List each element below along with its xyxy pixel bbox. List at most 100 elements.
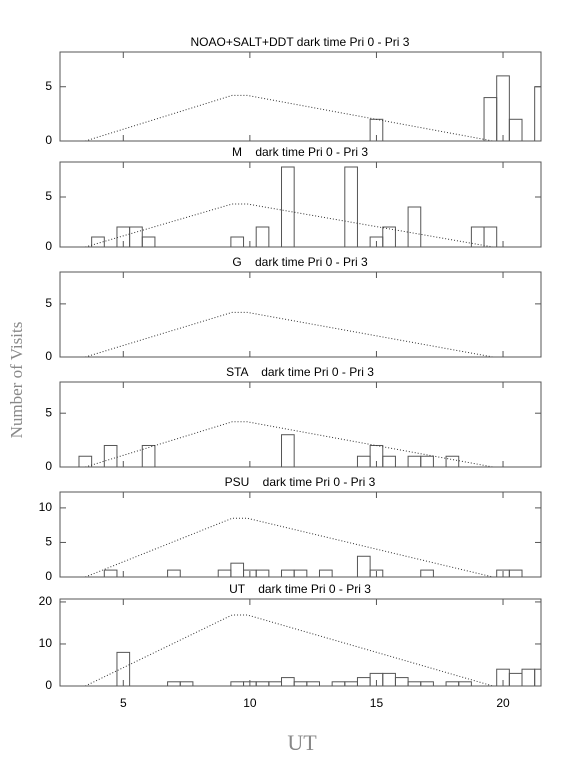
y-tick-label: 0 xyxy=(45,133,52,147)
histogram-bar xyxy=(407,455,422,467)
histogram-bar xyxy=(331,681,346,686)
y-tick-label: 5 xyxy=(45,535,52,549)
panel xyxy=(85,614,541,686)
histogram-bar xyxy=(230,562,245,577)
y-tick-label: 20 xyxy=(39,594,53,608)
panel-title: NOAO+SALT+DDT dark time Pri 0 - Pri 3 xyxy=(191,35,410,49)
histogram-bar xyxy=(116,651,131,686)
histogram-bar xyxy=(281,569,295,577)
y-tick-label: 5 xyxy=(45,79,52,93)
panel-title: M dark time Pri 0 - Pri 3 xyxy=(232,145,368,159)
histogram-bar xyxy=(129,226,143,247)
panel-title: UT dark time Pri 0 - Pri 3 xyxy=(229,582,371,596)
y-tick-label: 0 xyxy=(45,569,52,583)
histogram-bar xyxy=(103,444,118,467)
histogram-bar xyxy=(344,166,358,247)
histogram-bar xyxy=(217,569,232,577)
panel xyxy=(85,311,493,357)
histogram-bar xyxy=(281,434,295,467)
histogram-bar xyxy=(407,206,422,247)
panel xyxy=(85,75,541,141)
histogram-bar xyxy=(508,672,523,686)
histogram-bar xyxy=(91,236,105,247)
y-tick-label: 0 xyxy=(45,239,52,253)
plot-frame xyxy=(59,598,542,687)
y-tick-label: 0 xyxy=(45,349,52,363)
plot-frame xyxy=(59,381,542,468)
x-tick-label: 5 xyxy=(120,696,127,710)
y-tick-label: 0 xyxy=(45,678,52,692)
dotted-line xyxy=(85,203,493,247)
x-tick-label: 10 xyxy=(243,696,257,710)
histogram-bar xyxy=(306,681,320,686)
dotted-line xyxy=(85,94,493,141)
panel xyxy=(85,517,523,577)
histogram-bar xyxy=(255,226,270,247)
histogram-bar xyxy=(382,455,396,467)
histogram-bar xyxy=(458,681,472,686)
dotted-line xyxy=(85,614,494,686)
plot-frame xyxy=(59,271,542,358)
histogram-bar xyxy=(78,455,93,467)
histogram-bar xyxy=(420,681,434,686)
histogram-bar xyxy=(356,555,371,577)
y-tick-label: 0 xyxy=(45,459,52,473)
histogram-bar xyxy=(420,569,434,577)
panel-title: G dark time Pri 0 - Pri 3 xyxy=(232,255,368,269)
panel xyxy=(78,421,493,467)
histogram-bar xyxy=(382,672,396,686)
histogram-bar xyxy=(356,677,371,686)
panel-title: PSU dark time Pri 0 - Pri 3 xyxy=(225,475,376,489)
x-axis-label: UT xyxy=(287,730,317,755)
histogram-bar xyxy=(318,569,333,577)
y-tick-label: 5 xyxy=(45,189,52,203)
histogram-bar xyxy=(483,97,498,141)
histogram-bar xyxy=(420,455,434,467)
histogram-bar xyxy=(167,681,181,686)
histogram-bar xyxy=(445,455,460,467)
plot-frame xyxy=(59,51,542,142)
y-tick-label: 10 xyxy=(39,636,53,650)
y-tick-label: 5 xyxy=(45,296,52,310)
histogram-bar xyxy=(281,677,295,686)
y-axis-label: Number of Visits xyxy=(7,322,26,439)
histogram-bar xyxy=(230,236,245,247)
histogram-bar xyxy=(445,681,460,686)
histogram-bar xyxy=(281,166,295,247)
histogram-bar xyxy=(483,226,498,247)
y-tick-label: 10 xyxy=(39,500,53,514)
histogram-bar xyxy=(496,75,510,141)
dotted-line xyxy=(85,421,493,467)
histogram-bar xyxy=(167,569,181,577)
histogram-bar xyxy=(534,668,541,686)
histogram-bar xyxy=(521,668,536,686)
histogram-bar xyxy=(141,236,156,247)
histogram-bar xyxy=(534,86,541,141)
histogram-bar xyxy=(141,444,156,467)
histogram-bar xyxy=(268,681,283,686)
histogram-bar xyxy=(508,118,523,141)
histogram-bar xyxy=(394,677,409,686)
histogram-bar xyxy=(103,569,118,577)
panel-title: STA dark time Pri 0 - Pri 3 xyxy=(226,365,374,379)
histogram-bar xyxy=(179,681,194,686)
histogram-bar xyxy=(356,455,371,467)
x-tick-label: 15 xyxy=(370,696,384,710)
dotted-line xyxy=(85,311,493,357)
histogram-bar xyxy=(382,226,396,247)
histogram-bar xyxy=(508,569,523,577)
plot-frame xyxy=(59,491,542,578)
histogram-bar xyxy=(407,681,422,686)
plot-frame xyxy=(59,161,542,248)
histogram-bar xyxy=(230,681,245,686)
histogram-bar xyxy=(293,569,308,577)
y-tick-label: 5 xyxy=(45,405,52,419)
histogram-bar xyxy=(255,681,270,686)
x-tick-label: 20 xyxy=(496,696,510,710)
histogram-bar xyxy=(293,681,308,686)
dotted-line xyxy=(85,517,494,577)
panel xyxy=(85,166,498,247)
histogram-bar xyxy=(255,569,270,577)
histogram-bar xyxy=(344,681,358,686)
